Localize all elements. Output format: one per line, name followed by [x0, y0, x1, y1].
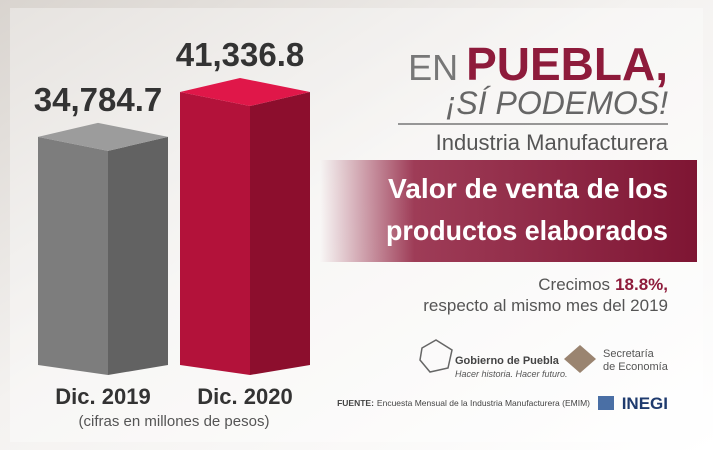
growth: Crecimos 18.8%, — [538, 275, 668, 294]
logo-text: Secretaría — [603, 348, 655, 360]
inegi-icon — [598, 396, 614, 410]
logo-text: Gobierno de Puebla — [455, 355, 560, 367]
headline-lead: EN — [408, 47, 458, 88]
bar-top — [180, 78, 310, 106]
sector: Industria Manufacturera — [436, 130, 669, 155]
logo-text: Hacer historia. Hacer futuro. — [455, 369, 568, 379]
headline: EN PUEBLA, — [408, 38, 668, 90]
logo-text: de Economía — [603, 361, 669, 373]
growth-value: 18.8%, — [615, 275, 668, 294]
growth-lead: Crecimos — [538, 275, 610, 294]
headline-title: PUEBLA, — [466, 38, 668, 90]
logo-icon — [564, 345, 596, 373]
logo-economia: Secretaría de Economía — [564, 345, 669, 373]
source-text: Encuesta Mensual de la Industria Manufac… — [377, 398, 590, 408]
bar-side — [250, 92, 310, 375]
source: FUENTE: Encuesta Mensual de la Industria … — [337, 398, 590, 408]
x-tick-label: Dic. 2019 — [55, 384, 150, 409]
value-label: 41,336.8 — [176, 36, 304, 73]
x-tick-label: Dic. 2020 — [197, 384, 292, 409]
source-label: FUENTE: — [337, 398, 374, 408]
inegi-text: INEGI — [622, 394, 668, 413]
logo-puebla: Gobierno de Puebla Hacer historia. Hacer… — [419, 339, 568, 379]
logo-icon — [419, 339, 453, 373]
bar-front — [180, 92, 250, 375]
note: (cifras en millones de pesos) — [79, 413, 270, 430]
title-band — [320, 160, 697, 262]
value-label: 34,784.7 — [34, 81, 162, 118]
slogan: ¡SÍ PODEMOS! — [446, 85, 668, 121]
growth-text: respecto al mismo mes del 2019 — [423, 296, 668, 315]
chart-title: Valor de venta de los — [388, 173, 668, 204]
bar-front — [38, 136, 108, 375]
bar-top — [38, 122, 168, 151]
chart-title: productos elaborados — [386, 215, 668, 246]
bar-side — [108, 136, 168, 375]
